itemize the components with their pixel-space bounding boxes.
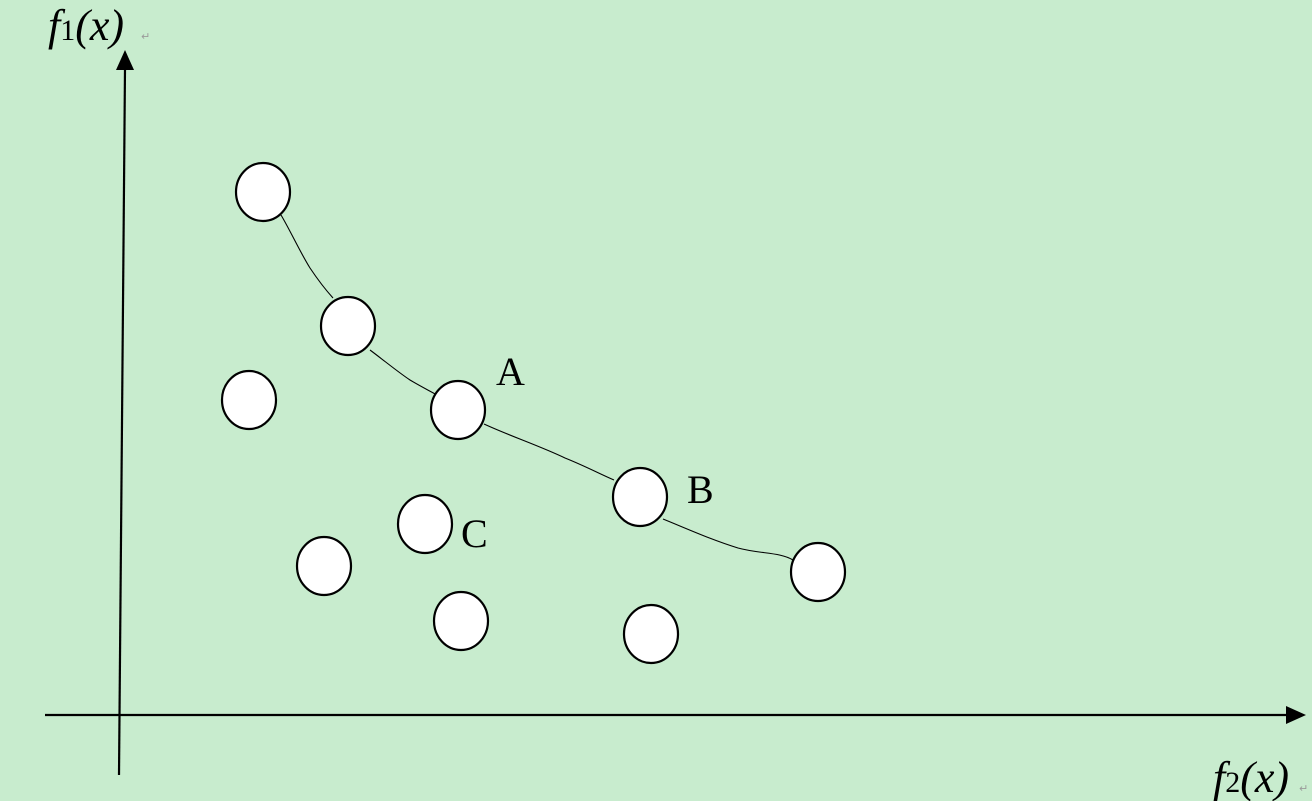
front-point-2 xyxy=(319,295,377,357)
point-b-label: B xyxy=(687,467,714,512)
point-c-label: C xyxy=(461,511,488,556)
dominated-point-2 xyxy=(295,535,353,597)
x-axis-para-mark: ↵ xyxy=(1299,782,1308,795)
y-axis-line xyxy=(117,67,127,776)
dominated-point-1 xyxy=(220,369,278,431)
point-a-label: A xyxy=(496,349,525,394)
x-axis-arrow xyxy=(1286,706,1306,724)
x-axis-label: f2(x) xyxy=(1213,753,1289,801)
dominated-point-4 xyxy=(622,603,680,665)
y-axis-arrow xyxy=(116,50,134,70)
y-axis-label: f1(x) xyxy=(48,1,124,50)
front-point-1 xyxy=(234,161,292,223)
point-b xyxy=(611,466,669,528)
point-a xyxy=(429,379,487,441)
pareto-front-curve xyxy=(280,214,794,561)
y-axis-para-mark: ↵ xyxy=(141,30,150,43)
dominated-point-3 xyxy=(432,590,490,652)
front-point-5 xyxy=(789,541,847,603)
point-c xyxy=(396,493,454,555)
